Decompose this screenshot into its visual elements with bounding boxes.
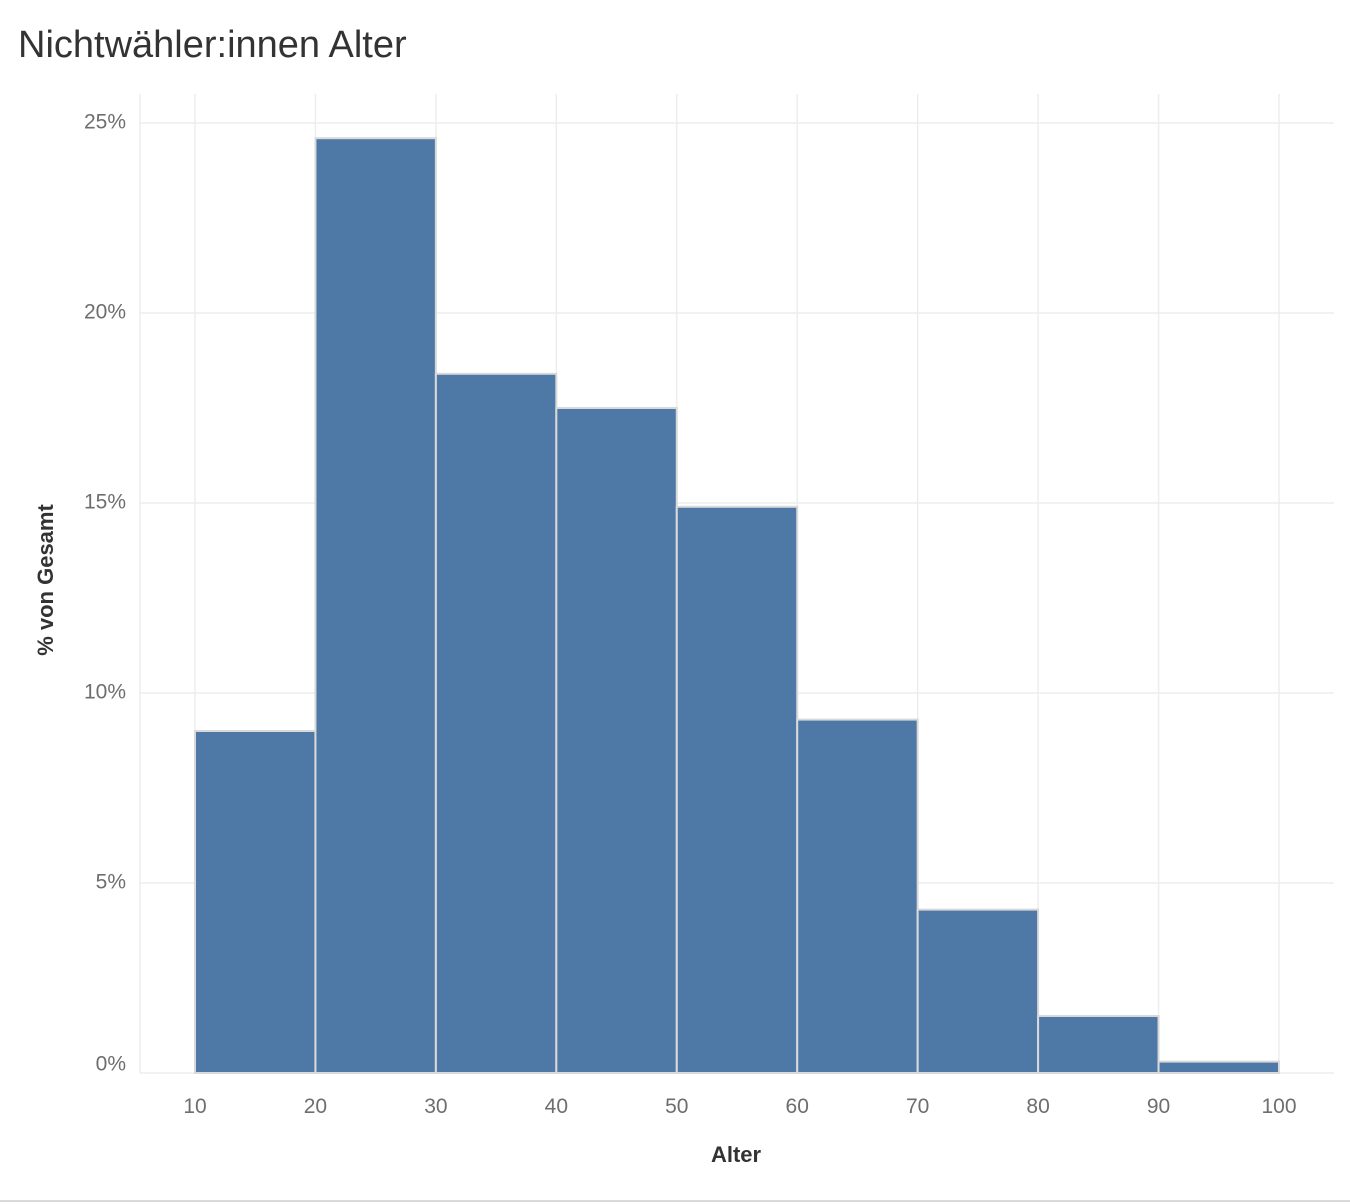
y-tick-label: 5% [96, 871, 126, 894]
x-tick-label: 10 [183, 1095, 206, 1118]
x-tick-label: 80 [1026, 1095, 1049, 1118]
y-axis-ticks: 0% 5% 10% 15% 20% 25% [84, 111, 126, 1076]
histogram-bar[interactable] [194, 730, 317, 1074]
histogram-bar[interactable] [675, 505, 799, 1074]
y-tick-label: 25% [84, 111, 126, 134]
x-tick-label: 100 [1261, 1095, 1296, 1118]
x-axis-ticks: 10 20 30 40 50 60 70 80 90 100 [183, 1095, 1296, 1118]
histogram-bar[interactable] [916, 908, 1040, 1074]
x-tick-label: 40 [545, 1095, 568, 1118]
histogram-bars [194, 137, 1280, 1074]
histogram-bar[interactable] [1157, 1060, 1280, 1074]
chart-title: Nichtwähler:innen Alter [18, 24, 407, 66]
x-axis-title: Alter [711, 1142, 762, 1167]
y-axis-title: % von Gesamt [33, 504, 58, 656]
y-tick-label: 0% [96, 1053, 126, 1076]
x-tick-label: 90 [1147, 1095, 1170, 1118]
x-tick-label: 70 [906, 1095, 929, 1118]
y-tick-label: 10% [84, 681, 126, 704]
histogram-bar[interactable] [796, 718, 919, 1074]
histogram-bar[interactable] [555, 407, 678, 1074]
histogram-bar[interactable] [314, 137, 437, 1074]
bottom-divider [0, 1200, 1350, 1202]
x-tick-label: 60 [786, 1095, 809, 1118]
histogram-bar[interactable] [434, 372, 558, 1074]
x-tick-label: 20 [304, 1095, 327, 1118]
histogram-bar[interactable] [1037, 1015, 1160, 1074]
y-tick-label: 15% [84, 491, 126, 514]
y-tick-label: 20% [84, 301, 126, 324]
x-tick-label: 50 [665, 1095, 688, 1118]
x-tick-label: 30 [424, 1095, 447, 1118]
